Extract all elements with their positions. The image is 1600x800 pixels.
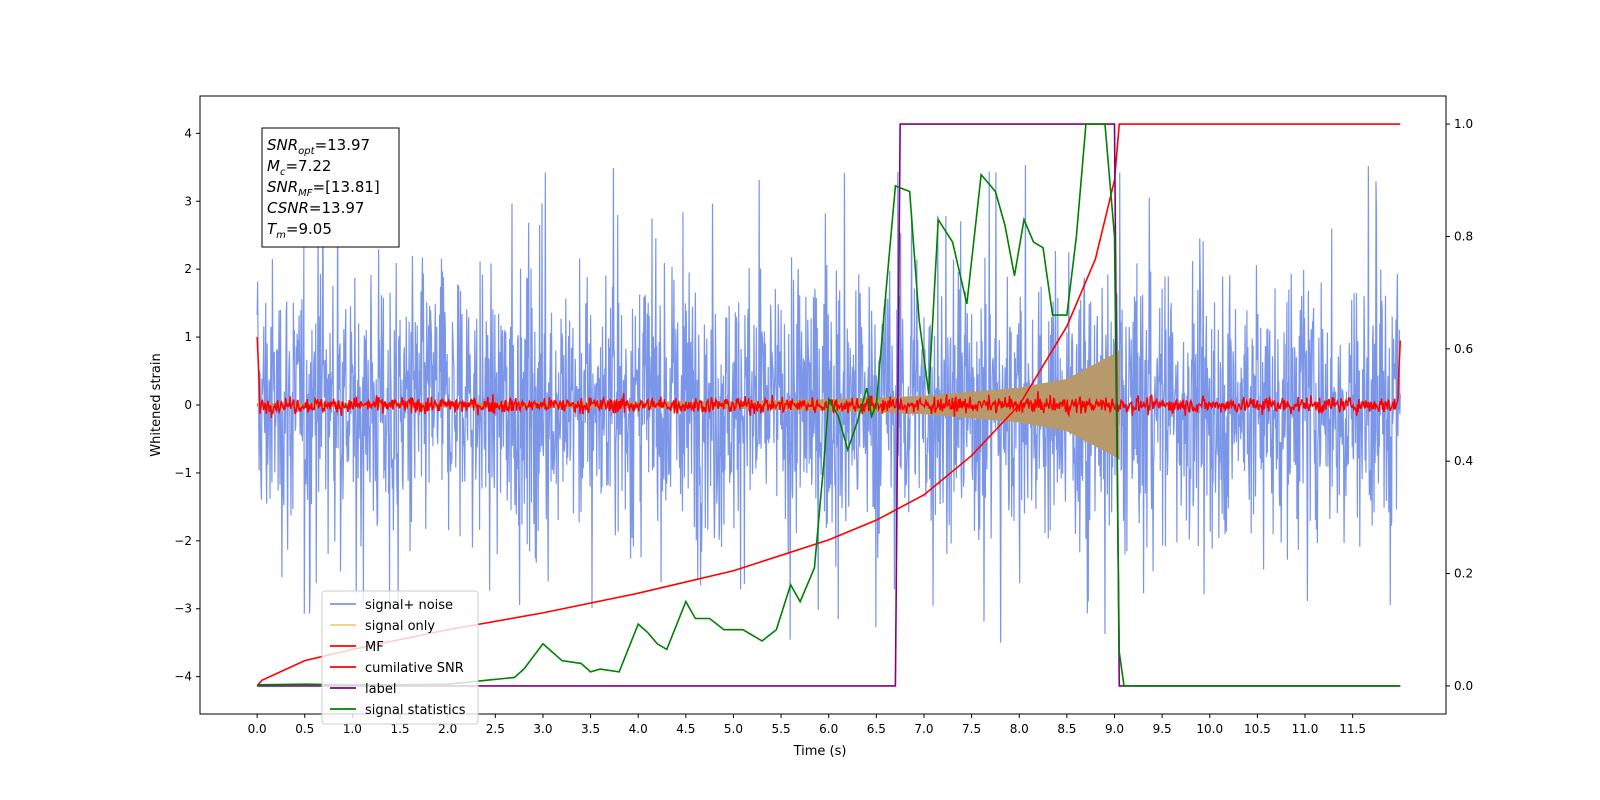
legend-label: signal statistics <box>365 703 466 718</box>
x-tick-label: 8.0 <box>1010 722 1029 736</box>
x-tick-label: 11.0 <box>1292 722 1319 736</box>
x-tick-label: 7.0 <box>914 722 933 736</box>
annotation-line: Tm=9.05 <box>267 220 332 241</box>
y-left-tick-label: −1 <box>174 466 192 480</box>
annotation-line: Mc=7.22 <box>267 157 331 178</box>
series-signal-noise <box>256 162 1401 643</box>
x-tick-label: 5.0 <box>724 722 743 736</box>
annotation-box-frame <box>261 127 400 248</box>
x-tick-label: 4.5 <box>676 722 695 736</box>
x-tick-label: 1.0 <box>343 722 362 736</box>
series-signal-statistics <box>257 123 1401 687</box>
y-axis-label: Whitened strain <box>149 353 164 456</box>
y-left-tick-label: 3 <box>184 194 192 208</box>
x-tick-label: 9.0 <box>1105 722 1124 736</box>
y-left-tick-label: −2 <box>174 534 192 548</box>
x-tick-label: 10.5 <box>1244 722 1271 736</box>
y-right-tick-label: 0.8 <box>1454 229 1473 243</box>
annotation-line: SNRopt=13.97 <box>267 136 370 157</box>
y-left-tick-label: 0 <box>184 398 192 412</box>
y-right-tick-label: 1.0 <box>1454 117 1473 131</box>
y-left-tick-label: 2 <box>184 262 192 276</box>
legend-entry-label: label <box>330 682 396 697</box>
legend-label: label <box>365 682 396 697</box>
legend-entry-signal-only: signal only <box>330 619 435 634</box>
x-tick-label: 6.0 <box>819 722 838 736</box>
x-tick-label: 0.5 <box>295 722 314 736</box>
legend-label: MF <box>365 640 384 655</box>
x-tick-label: 5.5 <box>772 722 791 736</box>
y-left-tick-label: −3 <box>174 602 192 616</box>
y-right-tick-label: 0.2 <box>1454 567 1473 581</box>
x-tick-label: 7.5 <box>962 722 981 736</box>
annotation-line: SNRMF=[13.81] <box>267 178 380 199</box>
y-left-tick-label: 4 <box>184 126 192 140</box>
y-axis-right: 1.0 0.8 0.6 0.4 0.2 0.0 <box>1446 117 1473 693</box>
y-right-tick-label: 0.0 <box>1454 679 1473 693</box>
x-tick-label: 9.5 <box>1153 722 1172 736</box>
x-tick-label: 11.5 <box>1339 722 1366 736</box>
x-tick-label: 3.0 <box>533 722 552 736</box>
x-tick-label: 6.5 <box>867 722 886 736</box>
legend-label: signal+ noise <box>365 598 453 613</box>
legend-entry-mf: MF <box>330 640 384 655</box>
legend-frame <box>321 590 479 725</box>
x-tick-label: 4.0 <box>629 722 648 736</box>
x-tick-label: 2.5 <box>486 722 505 736</box>
x-tick-label: 2.0 <box>438 722 457 736</box>
x-axis: 0.0 0.5 1.0 1.5 2.0 2.5 3.0 3.5 4.0 4.5 5.0 5.5 6.0 6… <box>248 714 1366 736</box>
x-tick-label: 0.0 <box>248 722 267 736</box>
y-left-tick-label: −4 <box>174 670 192 684</box>
x-tick-label: 1.5 <box>390 722 409 736</box>
legend-entry-cumilative-snr: cumilative SNR <box>330 661 464 676</box>
y-left-tick-label: 1 <box>184 330 192 344</box>
x-tick-label: 8.5 <box>1057 722 1076 736</box>
y-axis-left: 4 3 2 1 0 −1 −2 −3 −4 <box>174 126 200 684</box>
legend-label: cumilative SNR <box>365 661 464 676</box>
legend: signal+ noise signal only MF cumilative SNR… <box>321 590 479 725</box>
y-right-tick-label: 0.6 <box>1454 342 1473 356</box>
legend-entry-signal-noise: signal+ noise <box>330 598 453 613</box>
annotation-box: SNRopt=13.97Mc=7.22SNRMF=[13.81]CSNR=13.… <box>261 127 400 248</box>
legend-entry-signal-statistics: signal statistics <box>330 703 466 718</box>
x-tick-label: 10.0 <box>1196 722 1223 736</box>
x-tick-label: 3.5 <box>581 722 600 736</box>
x-axis-label: Time (s) <box>793 744 847 759</box>
y-right-tick-label: 0.4 <box>1454 454 1473 468</box>
annotation-line: CSNR=13.97 <box>267 199 364 217</box>
legend-label: signal only <box>365 619 435 634</box>
